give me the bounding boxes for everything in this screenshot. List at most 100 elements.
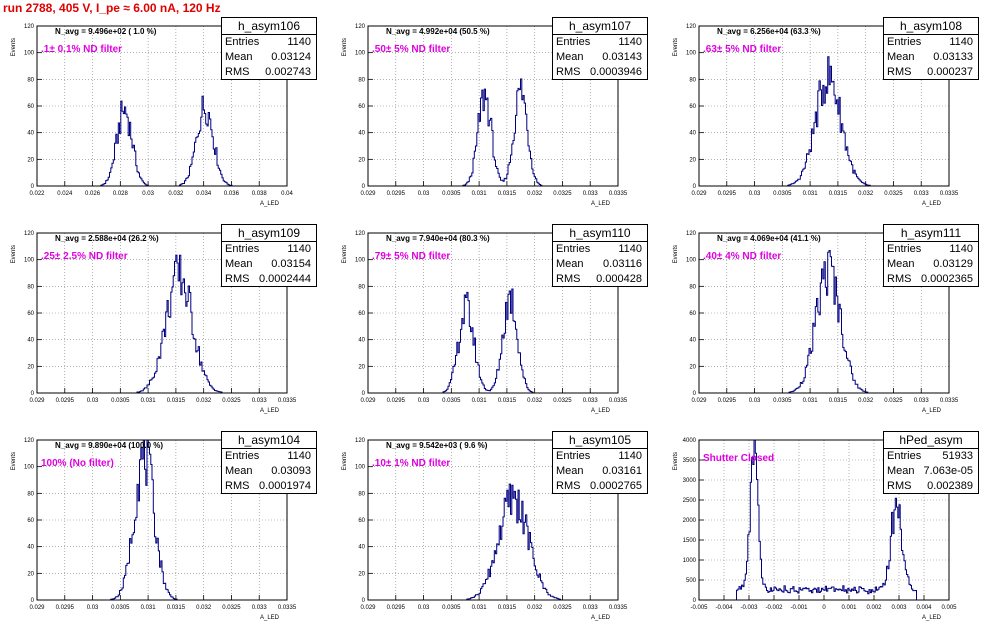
histogram-series [368,78,618,187]
x-axis-label: A_LED [591,201,611,207]
stats-value: 0.03129 [933,258,973,270]
x-tick-label: 0.032 [527,398,543,404]
x-tick-label: 0.0315 [498,191,517,197]
stats-row-entries: Entries 1140 [222,242,316,257]
stats-row-mean: Mean 0.03133 [884,50,978,65]
y-tick-label: 80 [358,491,365,497]
y-tick-label: 100 [24,465,35,471]
filter-annotation: .1± 0.1% ND filter [41,44,123,55]
histogram-series [699,439,949,601]
x-tick-label: 0.022 [29,191,45,197]
filter-annotation: .10± 1% ND filter [372,458,451,469]
x-tick-label: 0.0325 [222,398,241,404]
plot-frame [36,439,288,601]
x-tick-label: 0.029 [29,398,45,404]
y-tick-label: 20 [27,157,34,163]
y-axis-label: Events [342,452,348,470]
stats-row-rms: RMS 0.0001974 [222,479,316,494]
stats-row-mean: Mean 0.03129 [884,257,978,272]
stats-title: h_asym104 [222,432,316,449]
histogram-series [37,95,287,187]
stats-value: 0.03143 [602,51,642,63]
stats-title: h_asym105 [553,432,647,449]
x-tick-label: 0.029 [691,398,707,404]
x-tick-label: 0.029 [360,191,376,197]
y-tick-label: 100 [686,258,697,264]
stats-key: RMS [556,480,581,492]
x-tick-label: -0.004 [715,605,733,611]
plot-frame [367,25,619,187]
stats-key: Entries [556,36,591,48]
stats-title: h_asym109 [222,225,316,242]
x-axis-label: A_LED [260,615,280,621]
y-tick-label: 80 [358,77,365,83]
x-tick-label: 0.031 [803,191,819,197]
plot-frame [367,439,619,601]
y-tick-label: 80 [689,284,696,290]
x-axis-label: A_LED [922,201,942,207]
stats-row-entries: Entries 1140 [553,35,647,50]
x-axis-label: A_LED [260,201,280,207]
histogram-panel: 0.029 0.0295 0.03 0.0305 0.031 0.0315 0.032 0.0… [7,224,337,430]
x-tick-label: 0.024 [57,191,73,197]
stats-value: 0.03116 [603,258,642,270]
y-tick-label: 20 [358,157,365,163]
x-tick-label: 0.0295 [718,398,737,404]
plot-frame [698,25,950,187]
x-tick-label: 0.0335 [609,398,628,404]
x-tick-label: 0.04 [281,191,293,197]
plot-frame [36,232,288,394]
y-tick-label: 80 [27,491,34,497]
y-tick-label: 120 [686,24,697,30]
stats-key: Mean [225,51,253,63]
x-tick-label: 0.005 [941,605,957,611]
y-axis-label: Events [673,452,679,470]
n-avg-label: N_avg = 4.069e+04 (41.1 %) [717,234,821,243]
histogram-panel: 0.029 0.0295 0.03 0.0305 0.031 0.0315 0.032 0.0… [669,17,996,223]
y-tick-label: 120 [355,231,366,237]
x-tick-label: 0.0295 [718,191,737,197]
stats-key: Entries [887,243,922,255]
stats-box: h_asym108 Entries 1140 Mean 0.03133 RMS 0.0002… [883,17,979,80]
n-avg-label: N_avg = 9.542e+03 ( 9.6 %) [386,441,488,450]
y-tick-label: 40 [358,338,365,344]
stats-row-mean: Mean 7.063e-05 [884,464,978,479]
stats-value: 0.0002365 [921,273,973,285]
y-tick-label: 20 [358,364,365,370]
x-tick-label: 0.031 [141,398,157,404]
x-tick-label: 0.032 [858,191,874,197]
stats-key: RMS [887,273,912,285]
y-tick-label: 3500 [683,458,697,464]
stats-box: h_asym106 Entries 1140 Mean 0.03124 RMS 0.0027… [221,17,317,80]
stats-key: Entries [556,450,591,462]
histogram-panel: 0.029 0.0295 0.03 0.0305 0.031 0.0315 0.032 0.0… [338,17,668,223]
stats-box: h_asym104 Entries 1140 Mean 0.03093 RMS 0.0001… [221,431,317,494]
y-axis-label: Events [11,38,17,56]
stats-box: h_asym105 Entries 1140 Mean 0.03161 RMS 0.0002… [552,431,648,494]
stats-value: 1140 [287,243,311,255]
histogram-panel: 0.029 0.0295 0.03 0.0305 0.031 0.0315 0.032 0.0… [669,224,996,430]
x-tick-label: -0.001 [790,605,808,611]
y-tick-label: 60 [27,104,34,110]
stats-value: 7.063e-05 [923,465,973,477]
x-tick-label: 0.0295 [56,605,75,611]
x-tick-label: 0.0335 [940,191,959,197]
histogram-panel: 0.029 0.0295 0.03 0.0305 0.031 0.0315 0.032 0.0… [7,431,337,637]
y-tick-label: 120 [686,231,697,237]
y-tick-label: 100 [355,258,366,264]
x-tick-label: 0.0295 [387,191,406,197]
stats-value: 0.03133 [933,51,973,63]
x-tick-label: 0.029 [360,605,376,611]
y-tick-label: 100 [355,51,366,57]
x-tick-label: 0.032 [527,605,543,611]
histogram-svg: 0.029 0.0295 0.03 0.0305 0.031 0.0315 0.032 0.0… [342,438,628,621]
x-tick-label: 0.033 [252,398,268,404]
x-tick-label: 0.032 [858,398,874,404]
plot-frame [698,232,950,394]
x-tick-label: 0.0315 [167,605,186,611]
x-tick-label: 0.0325 [884,191,903,197]
histogram-panel: 0.029 0.0295 0.03 0.0305 0.031 0.0315 0.032 0.0… [338,431,668,637]
x-tick-label: 0.004 [916,605,932,611]
y-tick-label: 500 [686,578,697,584]
stats-key: Entries [556,243,591,255]
